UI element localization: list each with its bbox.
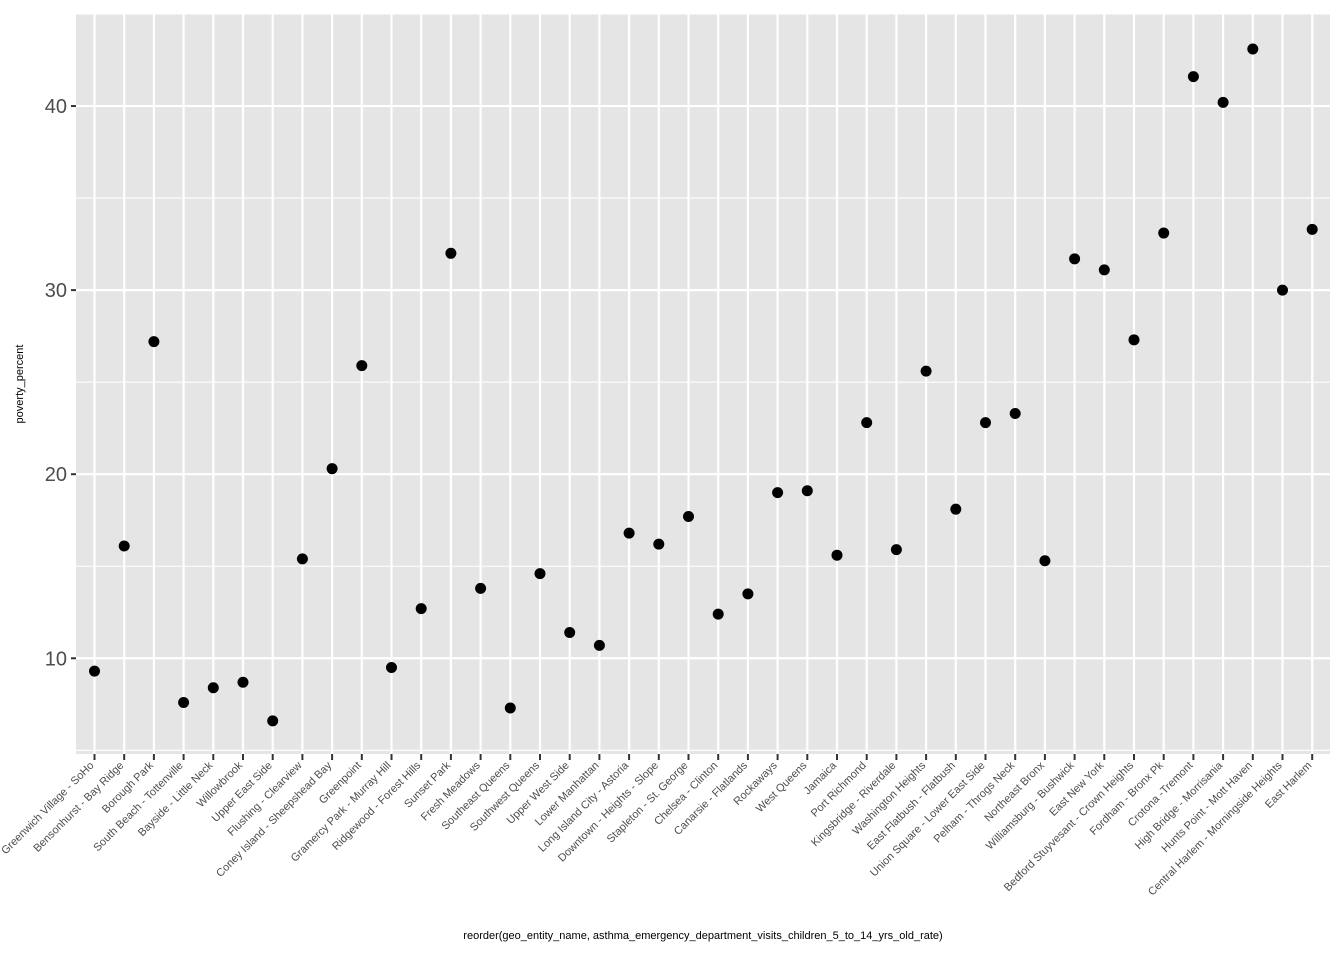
data-point <box>1187 71 1199 83</box>
data-point <box>445 247 457 259</box>
data-point <box>296 553 308 565</box>
data-point <box>712 608 724 620</box>
data-point <box>623 527 635 539</box>
data-point <box>237 676 249 688</box>
data-point <box>1247 43 1259 55</box>
data-point <box>356 360 368 372</box>
data-point <box>1069 253 1081 265</box>
data-point <box>920 365 932 377</box>
data-point <box>861 417 873 429</box>
data-point <box>1009 407 1021 419</box>
data-point <box>1158 227 1170 239</box>
data-point <box>89 665 100 677</box>
data-point <box>801 485 813 497</box>
data-point <box>742 588 754 600</box>
y-axis-title: poverty_percent <box>14 345 26 424</box>
data-point <box>1039 555 1051 567</box>
data-point <box>1128 334 1140 346</box>
data-point <box>653 538 665 550</box>
data-point <box>950 503 962 515</box>
data-point <box>148 336 160 348</box>
data-point <box>504 702 516 714</box>
y-tick-label: 40 <box>45 96 67 118</box>
data-point <box>118 540 130 552</box>
data-point <box>534 568 546 580</box>
data-point <box>207 682 219 694</box>
data-point <box>593 639 605 651</box>
data-point <box>178 696 190 708</box>
data-point <box>831 549 843 561</box>
x-axis-title: reorder(geo_entity_name, asthma_emergenc… <box>463 930 942 942</box>
data-point <box>564 627 576 639</box>
data-point <box>980 417 991 429</box>
data-points <box>89 43 1318 727</box>
data-point <box>1098 264 1110 276</box>
y-tick-label: 30 <box>45 280 67 302</box>
y-tick-label: 20 <box>45 464 67 486</box>
data-point <box>267 715 279 727</box>
data-point <box>326 463 338 475</box>
data-point <box>772 487 784 499</box>
data-point <box>475 582 487 594</box>
data-point <box>415 603 427 615</box>
plot-panel <box>76 14 1330 754</box>
data-point <box>683 511 694 523</box>
grid-major <box>76 14 1330 754</box>
data-point <box>1277 284 1288 296</box>
data-point <box>1306 223 1318 235</box>
y-axis: 10 20 30 40 <box>45 96 76 670</box>
data-point <box>890 544 902 556</box>
data-point <box>386 661 397 673</box>
grid-minor <box>76 13 1330 751</box>
y-tick-label: 10 <box>45 648 67 670</box>
data-point <box>1217 96 1229 108</box>
